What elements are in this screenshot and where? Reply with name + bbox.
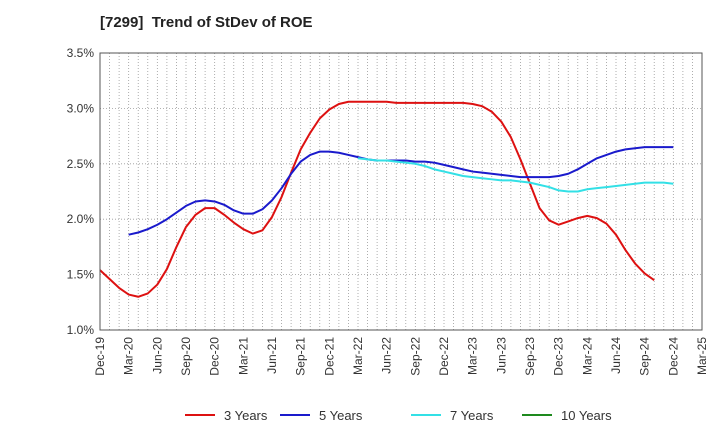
legend: 3 Years 5 Years 7 Years 10 Years — [185, 408, 612, 423]
x-tick-label: Dec-22 — [437, 337, 451, 376]
y-tick-label: 2.5% — [67, 157, 95, 171]
x-tick-label: Dec-21 — [322, 337, 336, 376]
series-line-3-years — [99, 100, 655, 298]
x-tick-label: Mar-24 — [580, 337, 594, 375]
y-tick-label: 3.0% — [67, 101, 95, 115]
x-tick-label: Jun-21 — [265, 337, 279, 374]
x-tick-label: Jun-22 — [380, 337, 394, 374]
grid — [100, 53, 702, 330]
plot-frame — [99, 52, 703, 331]
x-tick-label: Dec-24 — [666, 337, 680, 376]
x-tick-label: Mar-20 — [122, 337, 136, 375]
legend-label: 5 Years — [319, 408, 363, 423]
y-tick-label: 3.5% — [67, 46, 95, 60]
x-tick-label: Sep-23 — [523, 337, 537, 376]
x-tick-label: Mar-25 — [695, 337, 709, 375]
series-line-7-years — [357, 157, 674, 193]
x-tick-label: Jun-20 — [150, 337, 164, 374]
x-tick-label: Sep-22 — [408, 337, 422, 376]
x-tick-label: Mar-22 — [351, 337, 365, 375]
y-tick-label: 1.0% — [67, 323, 95, 337]
x-tick-label: Dec-19 — [93, 337, 107, 376]
y-tick-label: 2.0% — [67, 212, 95, 226]
x-tick-label: Mar-21 — [236, 337, 250, 375]
legend-label: 3 Years — [224, 408, 268, 423]
x-tick-label: Dec-23 — [552, 337, 566, 376]
x-tick-label: Jun-23 — [494, 337, 508, 374]
y-tick-label: 1.5% — [67, 268, 95, 282]
series-line-5-years — [128, 146, 674, 236]
chart-title: [7299] Trend of StDev of ROE — [100, 14, 313, 31]
x-tick-label: Dec-20 — [208, 337, 222, 376]
x-tick-label: Sep-21 — [294, 337, 308, 376]
legend-label: 10 Years — [561, 408, 612, 423]
x-tick-label: Sep-20 — [179, 337, 193, 376]
x-tick-label: Mar-23 — [466, 337, 480, 375]
series-lines — [99, 100, 674, 298]
x-tick-label: Jun-24 — [609, 337, 623, 374]
x-tick-label: Sep-24 — [638, 337, 652, 376]
legend-label: 7 Years — [450, 408, 494, 423]
axes: 1.0% 1.5% 2.0% 2.5% 3.0% 3.5% Dec-19 Mar-20 Jun-… — [67, 46, 709, 376]
